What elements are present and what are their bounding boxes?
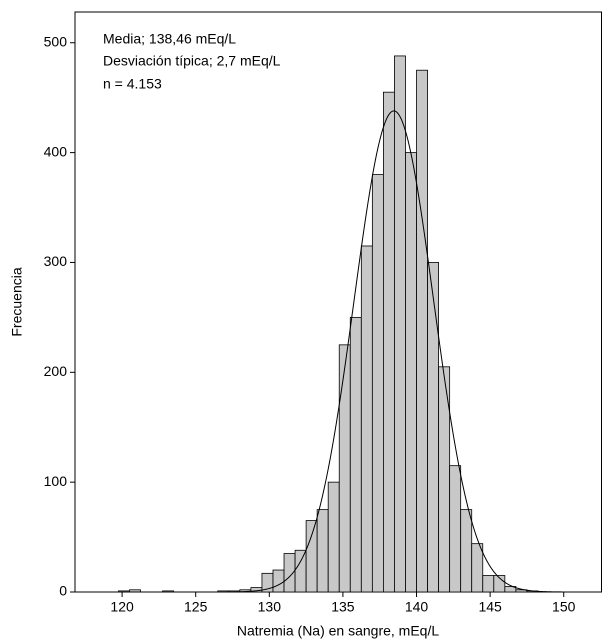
bar [305, 520, 318, 593]
bar [449, 465, 462, 593]
bar [327, 481, 340, 593]
bar [493, 575, 506, 593]
x-axis-label: Natremia (Na) en sangre, mEq/L [237, 623, 440, 639]
y-tick-label: 500 [44, 33, 68, 49]
y-tick-label: 200 [44, 363, 68, 379]
bar [394, 55, 406, 593]
bar [482, 575, 495, 593]
x-tick-label: 150 [552, 599, 576, 615]
bar [382, 91, 395, 593]
bar [371, 174, 384, 593]
y-tick-label: 0 [59, 583, 67, 599]
x-tick-label: 120 [110, 599, 134, 615]
bar [427, 262, 440, 593]
bar [272, 569, 285, 593]
bar [416, 69, 428, 593]
annotation: Media; 138,46 mEq/L [103, 31, 236, 47]
x-tick-label: 145 [478, 599, 502, 615]
x-tick-label: 125 [184, 599, 208, 615]
annotation: n = 4.153 [103, 76, 162, 92]
y-tick-label: 100 [44, 473, 68, 489]
normal-curve [75, 110, 602, 593]
annotation: Desviación típica; 2,7 mEq/L [103, 53, 281, 69]
x-tick-label: 135 [331, 599, 355, 615]
y-tick-label: 300 [44, 253, 68, 269]
y-axis-label: Frecuencia [9, 267, 25, 336]
x-tick-label: 140 [405, 599, 429, 615]
bar [349, 316, 362, 593]
bar [405, 152, 417, 593]
bar [504, 586, 517, 593]
bar [294, 549, 307, 593]
y-tick-label: 400 [44, 143, 68, 159]
x-tick-label: 130 [258, 599, 282, 615]
bar [360, 245, 373, 593]
bar [460, 509, 473, 593]
bar [316, 509, 329, 593]
bar [471, 543, 484, 593]
bar [338, 344, 351, 593]
